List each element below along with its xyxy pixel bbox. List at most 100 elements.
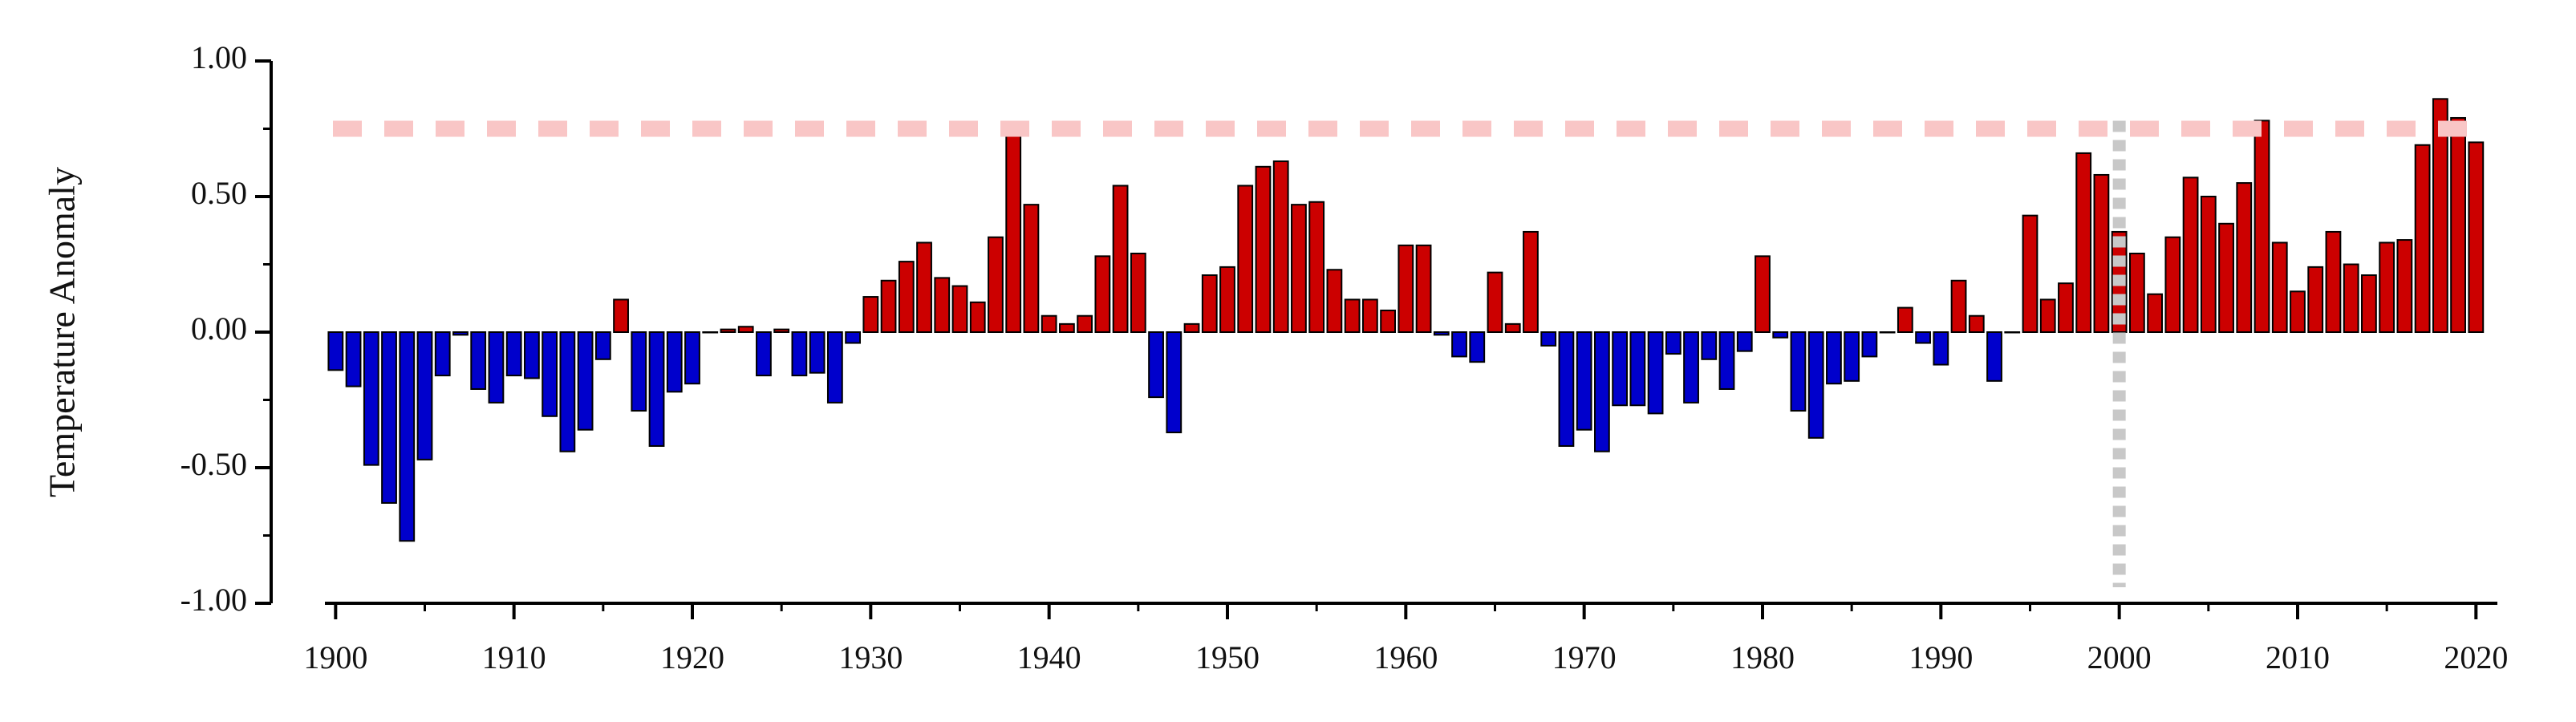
bar xyxy=(2022,214,2038,333)
bar xyxy=(1540,331,1557,347)
bar xyxy=(505,331,522,377)
x-tick-label: 1900 xyxy=(303,639,367,675)
bar xyxy=(2147,293,2164,333)
y-tick-label: -0.50 xyxy=(181,446,247,482)
bar xyxy=(1950,279,1967,333)
bar xyxy=(1326,269,1343,334)
bar xyxy=(1897,306,1913,333)
bar xyxy=(1844,331,1860,382)
y-tick-label: 0.00 xyxy=(191,310,247,347)
bar xyxy=(845,331,861,344)
bar xyxy=(1861,331,1878,358)
y-tick-label: 0.50 xyxy=(191,175,247,211)
bar xyxy=(1807,331,1824,439)
bar xyxy=(1361,298,1378,334)
bar xyxy=(613,298,629,334)
bar xyxy=(2361,274,2377,333)
bar xyxy=(2414,144,2431,333)
bar xyxy=(1736,331,1753,352)
x-tick-label: 1950 xyxy=(1195,639,1260,675)
bar xyxy=(720,328,736,333)
bar xyxy=(470,331,487,390)
bar xyxy=(1005,130,1022,333)
bar xyxy=(1166,331,1183,434)
bar xyxy=(2432,98,2448,333)
bar xyxy=(791,331,808,377)
bar xyxy=(1576,331,1592,431)
bar xyxy=(1023,204,1040,333)
bar xyxy=(1094,255,1111,333)
bar xyxy=(1826,331,1842,385)
bar xyxy=(880,279,897,333)
y-axis-label: Temperature Anomaly xyxy=(42,167,83,497)
bar xyxy=(1201,274,1218,333)
y-tick-label: -1.00 xyxy=(181,582,247,618)
bar xyxy=(1130,252,1146,334)
bar xyxy=(2325,230,2342,333)
bar xyxy=(826,331,843,404)
bar xyxy=(988,236,1004,334)
bar xyxy=(452,331,469,336)
x-tick-label: 2010 xyxy=(2266,639,2330,675)
bar xyxy=(1612,331,1629,407)
bar xyxy=(1790,331,1807,412)
x-tick-label: 1940 xyxy=(1017,639,1081,675)
bar xyxy=(2271,241,2288,333)
bar xyxy=(951,285,968,334)
bar xyxy=(1772,331,1789,339)
bar xyxy=(756,331,772,377)
bar xyxy=(1879,331,1896,334)
bar xyxy=(969,301,986,334)
bar xyxy=(1915,331,1931,344)
bar xyxy=(1647,331,1664,415)
bar xyxy=(416,331,433,460)
bar xyxy=(2290,290,2306,333)
x-tick-label: 1960 xyxy=(1373,639,1438,675)
bar xyxy=(1237,185,1254,333)
bar xyxy=(648,331,665,447)
bar xyxy=(862,296,879,333)
bar xyxy=(2396,239,2413,333)
bar xyxy=(327,331,344,371)
bar xyxy=(1718,331,1735,390)
bar xyxy=(2164,236,2181,334)
x-tick-label: 2000 xyxy=(2087,639,2152,675)
bar xyxy=(1755,255,1771,333)
bar xyxy=(773,328,790,333)
bar xyxy=(1059,322,1075,333)
bar xyxy=(2218,222,2234,333)
bar xyxy=(1272,160,1289,333)
bar xyxy=(2058,282,2074,334)
x-tick-label: 1980 xyxy=(1730,639,1795,675)
bar xyxy=(684,331,700,385)
bar xyxy=(2253,120,2270,334)
bar xyxy=(702,331,719,334)
bar xyxy=(1255,165,1272,333)
bar xyxy=(1986,331,2002,382)
x-tick-label: 1920 xyxy=(660,639,724,675)
bar xyxy=(631,331,647,412)
bar xyxy=(2379,241,2395,333)
bar xyxy=(345,331,362,387)
bar xyxy=(2236,182,2253,333)
bar xyxy=(2182,176,2199,333)
x-tick-label: 1990 xyxy=(1909,639,1973,675)
bar xyxy=(1077,314,1093,334)
bar xyxy=(2075,152,2092,333)
bar xyxy=(1398,244,1414,333)
bar xyxy=(1433,331,1450,336)
x-tick-label: 1970 xyxy=(1552,639,1617,675)
bar xyxy=(1041,314,1057,334)
bar xyxy=(2468,141,2485,333)
bar xyxy=(2343,263,2359,333)
bar xyxy=(399,331,416,542)
bar xyxy=(2200,196,2217,333)
bar xyxy=(1219,266,1235,334)
bar xyxy=(2307,266,2324,334)
bar xyxy=(1183,322,1200,333)
bar xyxy=(1469,331,1486,363)
bar xyxy=(577,331,594,431)
bar xyxy=(1415,244,1432,333)
bar xyxy=(916,241,932,333)
